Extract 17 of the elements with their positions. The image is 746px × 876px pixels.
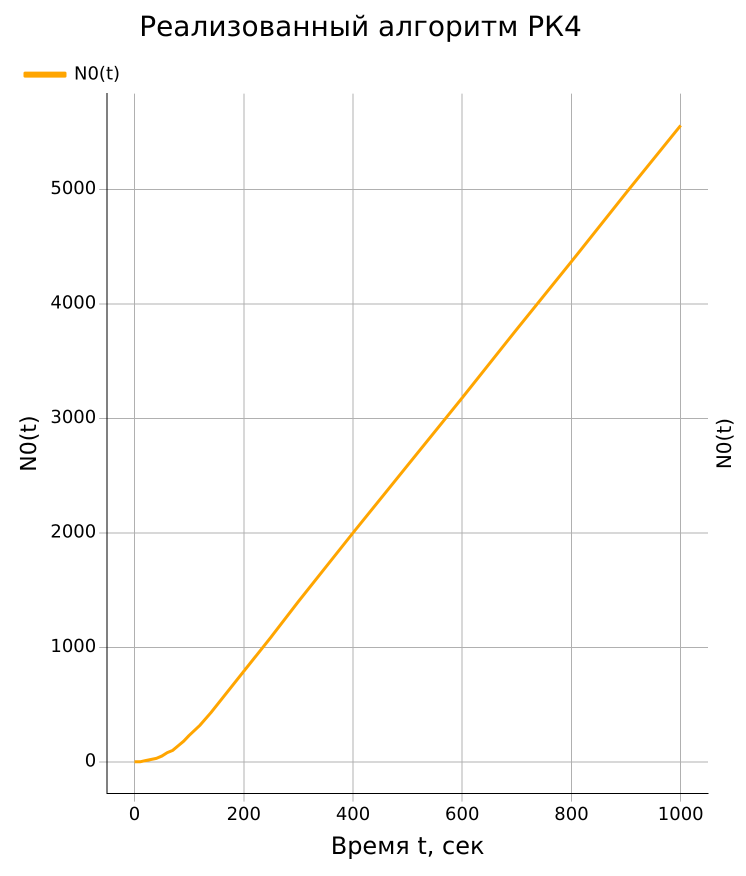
y-axis-title: N0(t) (16, 415, 42, 472)
y-tick-label: 3000 (50, 407, 96, 428)
x-tick-label: 1000 (658, 804, 704, 826)
y-tick-label: 1000 (50, 636, 96, 657)
text: N0(t) (712, 418, 736, 470)
chart-title: Реализованный алгоритм РК4 (139, 10, 582, 44)
y-tick-label: 4000 (50, 292, 96, 314)
x-tick-label: 0 (128, 804, 140, 826)
x-tick-label: 600 (445, 804, 480, 826)
y-tick-label: 5000 (50, 178, 96, 200)
x-tick-label: 200 (226, 804, 261, 826)
x-axis-title: Время t, сек (330, 832, 484, 860)
legend-label: N0(t) (74, 63, 120, 84)
x-tick-label: 800 (554, 804, 589, 826)
x-tick-label: 400 (336, 804, 370, 826)
y-tick-label: 0 (84, 750, 96, 772)
y-tick-label: 2000 (50, 522, 96, 543)
